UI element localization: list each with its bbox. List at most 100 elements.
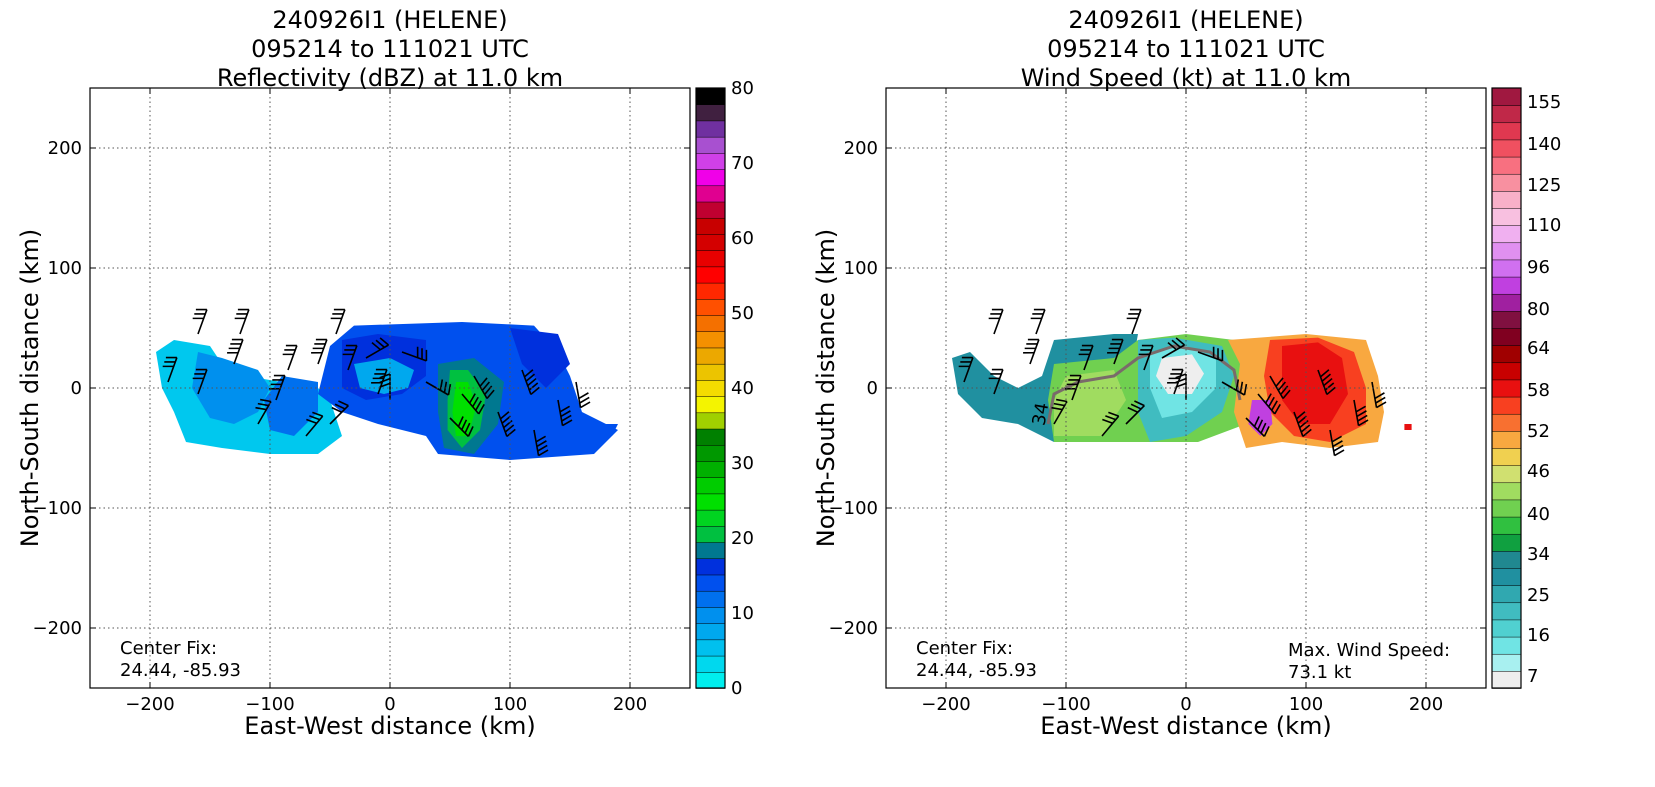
wind-barb <box>1371 381 1387 409</box>
reflectivity-title-line2: 095214 to 111021 UTC <box>251 35 529 63</box>
colorbar-tick-label: 155 <box>1527 92 1561 113</box>
colorbar-swatch <box>695 330 726 349</box>
colorbar-swatch <box>1491 482 1522 501</box>
colorbar-tick-label: 140 <box>1527 134 1561 155</box>
colorbar: 7 16 25 34 40 46 52 58 64 80 96 110 125 140 155 <box>1491 87 1561 689</box>
colorbar-tick-label: 64 <box>1527 338 1550 359</box>
colorbar-swatch <box>695 525 726 543</box>
x-tick-label: −100 <box>1041 694 1090 715</box>
colorbar-swatch <box>695 136 726 154</box>
colorbar-swatch <box>695 493 726 511</box>
x-tick-label: −100 <box>245 694 294 715</box>
wind-barb <box>1101 411 1120 437</box>
colorbar-swatch <box>1491 362 1522 381</box>
colorbar-tick-label: 96 <box>1527 257 1550 278</box>
colorbar-swatch <box>1491 567 1522 586</box>
colorbar-swatch <box>695 185 726 203</box>
colorbar-tick-label: 40 <box>1527 504 1550 525</box>
colorbar-swatch <box>695 347 726 365</box>
colorbar-swatch <box>1491 550 1522 569</box>
colorbar-swatch <box>695 120 726 138</box>
reflectivity-title-line1: 240926I1 (HELENE) <box>272 6 508 34</box>
x-tick-label: 100 <box>493 694 527 715</box>
colorbar-swatch <box>1491 122 1522 141</box>
reflectivity-field <box>156 308 618 460</box>
colorbar-swatch <box>695 87 726 105</box>
center-fix-value: 24.44, -85.93 <box>120 660 241 681</box>
colorbar-tick-label: 30 <box>731 453 754 474</box>
wind-barb <box>1138 344 1154 371</box>
wind-barb <box>162 356 178 383</box>
x-tick-label: −200 <box>921 694 970 715</box>
x-tick-label: 0 <box>1180 694 1191 715</box>
wind-barb <box>282 344 298 371</box>
wind-barb <box>988 308 1004 335</box>
wind-barb <box>1125 400 1145 425</box>
colorbar-swatch <box>695 622 726 641</box>
wind-speed-panel: 240926I1 (HELENE) 095214 to 111021 UTC W… <box>796 0 1624 787</box>
colorbar-swatch <box>695 590 726 608</box>
colorbar-tick-label: 52 <box>1527 421 1550 442</box>
wind-barb <box>575 381 591 409</box>
colorbar-swatch <box>695 558 726 576</box>
colorbar-tick-label: 80 <box>1527 299 1550 320</box>
colorbar-tick-label: 7 <box>1527 666 1538 687</box>
colorbar-swatch <box>1491 516 1522 535</box>
wind-barb <box>1197 346 1224 362</box>
y-tick-label: 0 <box>867 378 878 399</box>
wind-barb <box>305 411 324 437</box>
colorbar-swatch <box>1491 207 1522 226</box>
colorbar-swatch <box>695 168 726 187</box>
wind-barb <box>988 368 1004 395</box>
colorbar-swatch <box>1491 396 1522 415</box>
colorbar-tick-label: 70 <box>731 153 754 174</box>
colorbar-swatch <box>1491 430 1522 449</box>
wind-barb <box>1030 308 1046 335</box>
colorbar-swatch <box>695 476 726 495</box>
colorbar-swatch <box>695 314 726 332</box>
colorbar-swatch <box>1491 104 1522 124</box>
echo-region <box>452 382 477 436</box>
colorbar-tick-label: 25 <box>1527 585 1550 606</box>
colorbar-swatch <box>695 444 726 462</box>
colorbar-swatch <box>1491 602 1522 621</box>
colorbar-swatch <box>695 606 726 624</box>
colorbar-swatch <box>1491 413 1522 432</box>
wind-barb <box>234 308 250 335</box>
wind-barb <box>1126 308 1142 335</box>
colorbar-swatch <box>695 152 726 170</box>
wind-barb <box>227 338 244 365</box>
center-fix-value: 24.44, -85.93 <box>916 660 1037 681</box>
colorbar-swatch <box>695 233 726 251</box>
wind-barb <box>192 368 208 395</box>
wind-barb <box>255 398 272 425</box>
x-axis-label: East-West distance (km) <box>244 712 535 740</box>
wind-barb <box>1161 337 1186 359</box>
axes: −200 −100 0 100 200 −200 −100 0 100 200 East-West … <box>812 87 1487 740</box>
colorbar-tick-label: 60 <box>731 228 754 249</box>
y-tick-label: 200 <box>844 138 878 159</box>
colorbar-swatch <box>695 574 726 592</box>
echo-region <box>510 328 570 388</box>
wind-barb <box>1257 393 1281 415</box>
wind-barb <box>1051 398 1068 425</box>
reflectivity-chart: −200 −100 0 100 200−200−1000100200East-West … <box>16 78 754 740</box>
y-tick-label: 100 <box>48 258 82 279</box>
contour-line <box>1046 344 1242 425</box>
wind-barb <box>449 416 474 437</box>
colorbar-tick-label: 16 <box>1527 625 1550 646</box>
contour-label: 34 <box>1029 401 1054 427</box>
axes: −200 −100 0 100 200 −200 −100 0 100 200 East-West … <box>16 87 691 740</box>
colorbar-swatch <box>1491 653 1522 672</box>
wind-barb <box>401 346 428 362</box>
colorbar-swatch <box>695 363 726 381</box>
wind-barb <box>329 400 349 425</box>
wind-speed-chart: 34 −200 −100 0 100 200 −200 −100 0 100 200 East-Wes… <box>812 87 1561 740</box>
wind-speed-title-line1: 240926I1 (HELENE) <box>1068 6 1304 34</box>
colorbar-swatch <box>695 298 726 316</box>
y-tick-label: −200 <box>829 618 878 639</box>
wind-speed-field: 34 <box>952 308 1412 457</box>
wind-barb <box>1078 344 1094 371</box>
colorbar-tick-label: 46 <box>1527 461 1550 482</box>
colorbar-swatch <box>1491 670 1522 689</box>
